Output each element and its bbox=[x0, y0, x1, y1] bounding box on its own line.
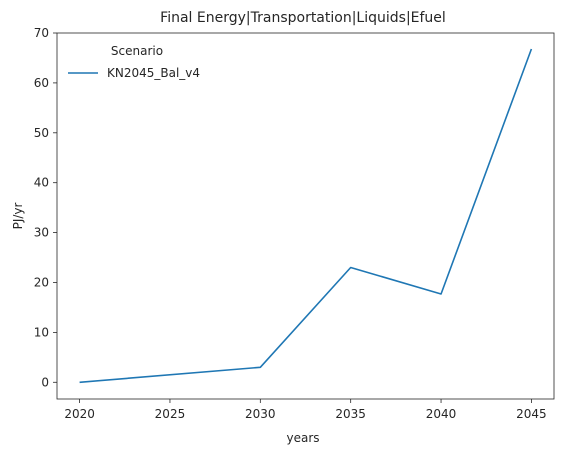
y-tick-label: 60 bbox=[34, 76, 49, 90]
y-tick-label: 40 bbox=[34, 176, 49, 190]
y-tick-label: 70 bbox=[34, 26, 49, 40]
x-tick-label: 2045 bbox=[516, 407, 547, 421]
y-tick-label: 30 bbox=[34, 226, 49, 240]
y-tick-label: 0 bbox=[41, 375, 49, 389]
plot-area-frame bbox=[57, 33, 554, 399]
chart-title: Final Energy|Transportation|Liquids|Efue… bbox=[160, 10, 446, 26]
x-tick-label: 2020 bbox=[64, 407, 95, 421]
y-tick-label: 20 bbox=[34, 275, 49, 289]
legend-title: Scenario bbox=[111, 44, 163, 58]
legend-entry-label: KN2045_Bal_v4 bbox=[107, 66, 200, 80]
y-tick-label: 50 bbox=[34, 126, 49, 140]
y-axis-label: PJ/yr bbox=[11, 203, 25, 230]
series-line bbox=[80, 49, 532, 382]
legend: Scenario KN2045_Bal_v4 bbox=[68, 44, 200, 80]
x-tick-label: 2035 bbox=[335, 407, 366, 421]
y-tick-label: 10 bbox=[34, 325, 49, 339]
x-tick-label: 2030 bbox=[245, 407, 276, 421]
series-layer bbox=[80, 49, 532, 382]
x-axis-label: years bbox=[286, 431, 319, 445]
x-tick-label: 2025 bbox=[155, 407, 186, 421]
x-tick-label: 2040 bbox=[426, 407, 457, 421]
